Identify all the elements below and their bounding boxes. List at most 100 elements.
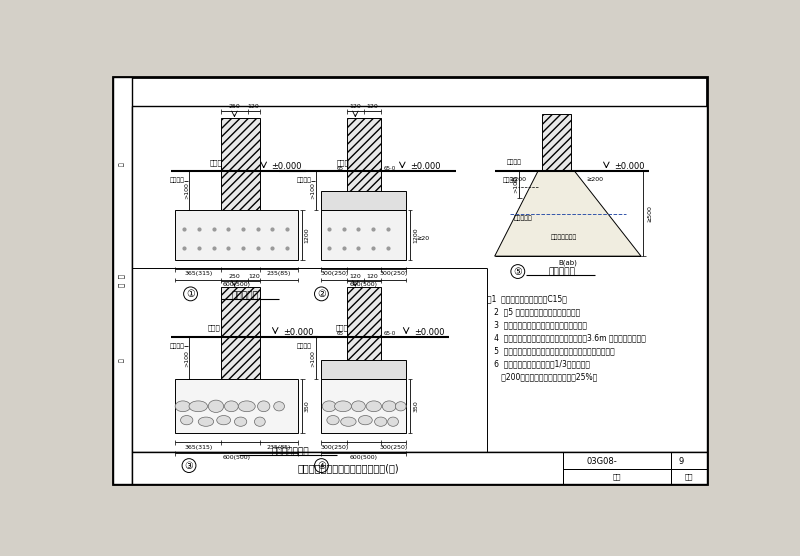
Text: 于200，掺入量不得超过混凝土的25%。: 于200，掺入量不得超过混凝土的25%。 <box>487 373 598 381</box>
Text: 室外地坪: 室外地坪 <box>503 178 518 183</box>
Text: 毛石混凝土基础: 毛石混凝土基础 <box>271 447 309 456</box>
Text: 地下水位线: 地下水位线 <box>514 216 533 221</box>
Text: >100: >100 <box>514 176 518 193</box>
Text: ④: ④ <box>317 460 326 470</box>
Bar <box>113 77 132 484</box>
Text: 1200: 1200 <box>305 227 310 243</box>
Text: 混凝土基础: 混凝土基础 <box>231 292 258 301</box>
Circle shape <box>314 287 328 301</box>
Text: 室外地坪: 室外地坪 <box>297 344 311 349</box>
Ellipse shape <box>366 401 382 411</box>
Ellipse shape <box>175 401 190 411</box>
Text: ±0.000: ±0.000 <box>414 328 444 337</box>
Text: 120: 120 <box>249 274 260 279</box>
Circle shape <box>511 265 525 279</box>
Text: 350: 350 <box>305 400 310 412</box>
Text: 防潮层: 防潮层 <box>337 159 350 166</box>
Text: 2  砌5 皮后不抹砂浆而直接回填粘土。: 2 砌5 皮后不抹砂浆而直接回填粘土。 <box>487 307 580 316</box>
Text: ±0.000: ±0.000 <box>283 328 314 337</box>
Ellipse shape <box>334 401 351 411</box>
Circle shape <box>182 459 196 473</box>
Text: 防潮层: 防潮层 <box>336 325 349 331</box>
Bar <box>222 287 260 379</box>
Text: ①: ① <box>186 289 195 299</box>
Text: 365(315): 365(315) <box>184 445 212 450</box>
Text: 65·0: 65·0 <box>384 331 396 336</box>
Ellipse shape <box>341 417 356 426</box>
Text: 页次: 页次 <box>685 473 693 480</box>
Text: 120: 120 <box>366 274 378 279</box>
Bar <box>322 210 406 260</box>
Ellipse shape <box>274 401 285 411</box>
Text: >100: >100 <box>310 350 315 366</box>
Ellipse shape <box>225 401 238 411</box>
Text: 3  搭接长度按设规定尺寸由具体工程确定。: 3 搭接长度按设规定尺寸由具体工程确定。 <box>487 320 587 329</box>
Text: 350: 350 <box>413 400 418 412</box>
Bar <box>671 453 707 469</box>
Text: 235(85): 235(85) <box>267 271 291 276</box>
Text: 1200: 1200 <box>413 227 418 243</box>
Text: 300(250): 300(250) <box>320 271 348 276</box>
Ellipse shape <box>208 400 224 413</box>
Text: >100: >100 <box>184 182 189 199</box>
Bar <box>222 117 260 210</box>
Bar <box>175 379 298 433</box>
Text: 120: 120 <box>366 105 378 110</box>
Ellipse shape <box>181 415 193 425</box>
Text: 防潮层: 防潮层 <box>210 159 222 166</box>
Ellipse shape <box>351 401 366 411</box>
Text: 砖墙混凝土、毛石混凝土基础断面(二): 砖墙混凝土、毛石混凝土基础断面(二) <box>298 464 399 474</box>
Bar <box>542 113 571 171</box>
Ellipse shape <box>395 401 406 411</box>
Text: ③: ③ <box>185 460 194 470</box>
Text: 65: 65 <box>337 166 344 171</box>
Text: 120: 120 <box>350 105 362 110</box>
Bar <box>563 453 707 484</box>
Text: ②: ② <box>317 289 326 299</box>
Text: ⑤: ⑤ <box>514 266 522 276</box>
Ellipse shape <box>382 401 396 411</box>
Text: 防潮层: 防潮层 <box>207 325 220 331</box>
Text: 图: 图 <box>119 358 125 362</box>
Bar <box>132 453 563 484</box>
Bar <box>322 360 406 379</box>
Bar <box>347 287 381 379</box>
Text: ±0.000: ±0.000 <box>271 162 302 171</box>
Text: >100: >100 <box>310 182 315 199</box>
Bar <box>563 469 671 484</box>
Text: 600(500): 600(500) <box>222 455 250 460</box>
Text: 6  毛石尺寸不应大于基宽的1/3，且不得大: 6 毛石尺寸不应大于基宽的1/3，且不得大 <box>487 359 590 369</box>
Text: 图  集: 图 集 <box>118 274 126 287</box>
Text: ≥200: ≥200 <box>510 177 526 182</box>
Ellipse shape <box>374 417 387 426</box>
Ellipse shape <box>327 415 339 425</box>
Ellipse shape <box>198 417 214 426</box>
Text: 600(500): 600(500) <box>350 282 378 287</box>
Ellipse shape <box>358 415 372 425</box>
Text: 室外地坪: 室外地坪 <box>506 160 522 165</box>
Polygon shape <box>494 171 641 256</box>
Text: 图: 图 <box>119 162 125 166</box>
Text: 120: 120 <box>350 274 362 279</box>
Text: 9: 9 <box>678 457 684 466</box>
Bar <box>671 469 707 484</box>
Bar <box>175 210 298 260</box>
Bar <box>132 106 707 453</box>
Ellipse shape <box>258 401 270 411</box>
Text: 图号: 图号 <box>613 473 622 480</box>
Bar <box>563 453 671 469</box>
Text: 250: 250 <box>229 105 240 110</box>
Bar <box>322 191 406 210</box>
Text: 5  基础墙及其余各部构件的混凝土强度等级均中查表求。: 5 基础墙及其余各部构件的混凝土强度等级均中查表求。 <box>487 346 614 355</box>
Text: 600(500): 600(500) <box>350 455 378 460</box>
Circle shape <box>184 287 198 301</box>
Text: 粗砂或砂砾垫层: 粗砂或砂砾垫层 <box>551 234 577 240</box>
Text: 65·0: 65·0 <box>384 166 396 171</box>
Text: 4  本图基底宽度使用于基宽和层尺寸不大于3.6m 的单层砖砌房屋。: 4 本图基底宽度使用于基宽和层尺寸不大于3.6m 的单层砖砌房屋。 <box>487 333 646 342</box>
Text: 室外地坪: 室外地坪 <box>170 344 184 349</box>
Text: ≥20: ≥20 <box>416 236 430 241</box>
Ellipse shape <box>322 401 336 411</box>
Text: 235(85): 235(85) <box>267 445 291 450</box>
Text: >100: >100 <box>184 350 189 366</box>
Ellipse shape <box>238 401 255 411</box>
